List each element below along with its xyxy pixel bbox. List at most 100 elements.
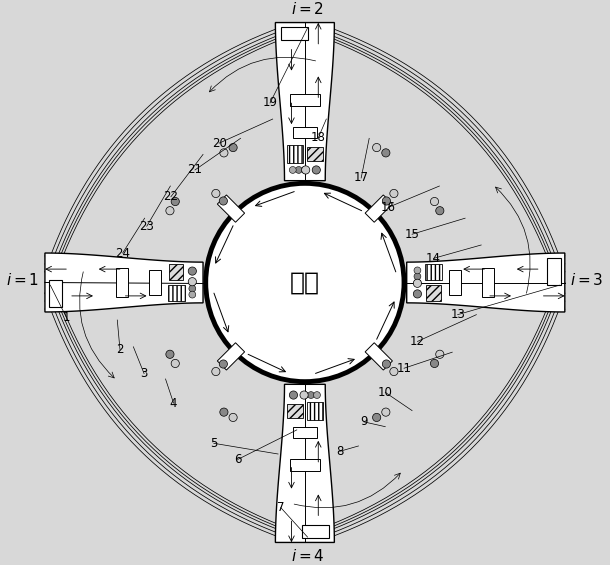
Circle shape [414, 273, 421, 280]
Text: 7: 7 [277, 501, 284, 514]
Circle shape [307, 392, 314, 398]
Circle shape [229, 414, 237, 421]
Text: 5: 5 [210, 437, 217, 450]
Text: 3: 3 [140, 367, 148, 380]
Bar [307, 402, 323, 420]
Bar [117, 268, 128, 297]
Circle shape [171, 359, 179, 368]
Bar [281, 27, 307, 40]
Circle shape [301, 166, 310, 174]
Circle shape [373, 144, 381, 151]
Text: 15: 15 [404, 228, 420, 241]
Circle shape [436, 207, 444, 215]
Polygon shape [45, 253, 203, 312]
Text: 9: 9 [360, 415, 368, 428]
Bar [302, 525, 329, 538]
Bar [365, 343, 392, 370]
Circle shape [314, 392, 320, 398]
Text: $i=3$: $i=3$ [570, 272, 604, 288]
Circle shape [189, 291, 196, 298]
Circle shape [373, 414, 381, 421]
Bar [449, 271, 461, 294]
Circle shape [188, 267, 196, 275]
Circle shape [300, 391, 308, 399]
Text: $i=1$: $i=1$ [6, 272, 40, 288]
Bar [217, 195, 245, 222]
Text: 10: 10 [378, 386, 393, 399]
Circle shape [206, 184, 404, 381]
Text: 19: 19 [262, 97, 278, 110]
Circle shape [212, 367, 220, 376]
Bar [425, 264, 442, 280]
Bar [290, 459, 320, 471]
Text: 1: 1 [63, 311, 70, 324]
Circle shape [390, 189, 398, 198]
Bar [287, 145, 303, 163]
Circle shape [166, 207, 174, 215]
Circle shape [188, 277, 196, 286]
Circle shape [382, 197, 390, 205]
Circle shape [414, 279, 422, 288]
Circle shape [436, 350, 444, 358]
Text: 22: 22 [163, 190, 178, 203]
Text: 环岛: 环岛 [290, 271, 320, 294]
Polygon shape [407, 253, 565, 312]
Circle shape [301, 167, 308, 173]
Text: 18: 18 [311, 131, 326, 144]
Text: 4: 4 [170, 397, 178, 410]
Circle shape [312, 166, 320, 174]
Circle shape [295, 167, 302, 173]
Text: 21: 21 [187, 163, 203, 176]
Text: 20: 20 [212, 137, 226, 150]
Circle shape [390, 367, 398, 376]
Circle shape [289, 167, 296, 173]
Circle shape [382, 408, 390, 416]
Circle shape [301, 392, 309, 398]
Bar [168, 285, 185, 301]
Circle shape [212, 189, 220, 198]
Bar [149, 271, 160, 294]
Text: 8: 8 [336, 445, 343, 458]
Text: 24: 24 [115, 246, 130, 259]
Bar [169, 264, 184, 280]
Circle shape [229, 144, 237, 151]
Text: 14: 14 [426, 252, 441, 265]
Circle shape [431, 359, 439, 368]
Text: 13: 13 [450, 308, 465, 321]
Circle shape [382, 149, 390, 157]
Bar [482, 268, 493, 297]
Text: $i=4$: $i=4$ [291, 548, 325, 564]
Polygon shape [275, 384, 334, 542]
Text: 6: 6 [234, 453, 242, 466]
Bar [547, 258, 561, 285]
Circle shape [219, 360, 228, 368]
Bar [293, 427, 317, 438]
Circle shape [171, 197, 179, 206]
Text: 23: 23 [139, 220, 154, 233]
Circle shape [414, 290, 422, 298]
Bar [290, 94, 320, 106]
Circle shape [220, 408, 228, 416]
Text: 2: 2 [117, 343, 124, 356]
Bar [293, 127, 317, 138]
Circle shape [414, 267, 421, 274]
Bar [287, 404, 303, 418]
Circle shape [220, 149, 228, 157]
Circle shape [189, 279, 196, 286]
Circle shape [382, 360, 390, 368]
Bar [217, 343, 245, 370]
Circle shape [189, 285, 196, 292]
Circle shape [166, 350, 174, 358]
Text: 17: 17 [354, 172, 368, 185]
Text: 16: 16 [381, 201, 395, 214]
Text: 11: 11 [396, 362, 412, 375]
Circle shape [289, 391, 298, 399]
Polygon shape [275, 23, 334, 181]
Bar [307, 147, 323, 161]
Bar [49, 280, 62, 307]
Bar [426, 285, 440, 301]
Circle shape [431, 197, 439, 206]
Text: 12: 12 [410, 335, 425, 348]
Bar [365, 195, 392, 222]
Text: $i=2$: $i=2$ [291, 1, 324, 17]
